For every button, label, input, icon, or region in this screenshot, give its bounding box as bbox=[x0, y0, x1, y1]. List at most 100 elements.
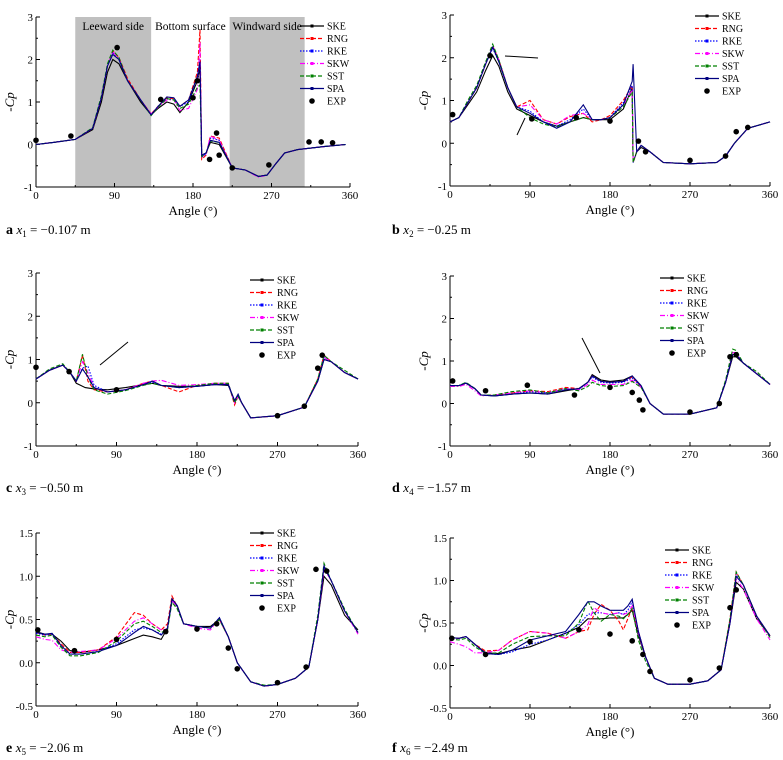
panel-e: 0 90 180 270 360 -0.5 0.0 0.5 1.0 1.5 Angle (°) -Cp… bbox=[2, 528, 367, 757]
exp-point bbox=[194, 77, 201, 84]
x-tick-label: 360 bbox=[342, 190, 359, 202]
y-tick-label: 3 bbox=[442, 10, 448, 22]
y-tick-label: 1.5 bbox=[19, 528, 33, 540]
exp-point bbox=[216, 152, 222, 158]
legend-label: SKE bbox=[327, 22, 346, 33]
exp-point bbox=[313, 566, 319, 573]
inset-arrow bbox=[99, 341, 129, 366]
legend-marker-exp bbox=[674, 622, 680, 628]
exp-point bbox=[33, 137, 39, 144]
legend-label: SST bbox=[687, 324, 704, 335]
series-ske bbox=[35, 358, 359, 419]
caption-var: x bbox=[15, 740, 22, 755]
x-axis-label: Angle (°) bbox=[586, 724, 635, 739]
legend-marker bbox=[675, 611, 679, 614]
legend-label: EXP bbox=[277, 604, 296, 615]
legend-label: RKE bbox=[692, 571, 712, 582]
y-tick-label: 2 bbox=[28, 311, 34, 323]
legend-label: SST bbox=[327, 72, 344, 83]
y-tick-label: 1.5 bbox=[433, 533, 447, 545]
exp-point bbox=[213, 621, 220, 627]
inset-arrow bbox=[581, 337, 601, 374]
legend-marker bbox=[705, 64, 709, 68]
y-tick-label: 2 bbox=[28, 55, 34, 67]
exp-point bbox=[225, 645, 232, 651]
y-tick-label: 0 bbox=[28, 140, 34, 152]
y-tick-label: 1 bbox=[28, 355, 34, 367]
legend-marker bbox=[670, 326, 674, 330]
series-rng bbox=[450, 354, 771, 415]
legend-label: SKE bbox=[277, 529, 296, 540]
x-tick-label: 90 bbox=[525, 711, 537, 723]
caption-var: x bbox=[15, 480, 22, 495]
legend-marker bbox=[260, 581, 264, 585]
caption-value: = −2.49 m bbox=[410, 740, 467, 755]
panel-f: 0 90 180 270 360 -0.5 0.0 0.5 1.0 1.5 Angle (°) -Cp… bbox=[392, 533, 779, 757]
legend-label: EXP bbox=[327, 97, 346, 108]
panel-letter: e bbox=[6, 741, 16, 756]
y-tick-label: 0.0 bbox=[19, 658, 33, 670]
legend-marker bbox=[670, 339, 674, 342]
legend-marker bbox=[675, 598, 679, 602]
legend-marker bbox=[260, 556, 264, 560]
y-tick-label: 2 bbox=[442, 53, 448, 65]
legend-marker bbox=[260, 594, 264, 597]
y-tick-label: 0.5 bbox=[433, 618, 447, 630]
legend-label: SPA bbox=[277, 338, 295, 349]
exp-point bbox=[527, 638, 533, 645]
exp-point bbox=[642, 149, 649, 155]
legend-marker bbox=[675, 561, 679, 564]
y-tick-label: -1 bbox=[438, 181, 447, 193]
x-tick-label: 270 bbox=[269, 449, 286, 461]
legend-marker bbox=[675, 548, 679, 552]
y-tick-label: 3 bbox=[28, 12, 34, 24]
caption-sub: 4 bbox=[409, 487, 414, 497]
x-tick-label: 360 bbox=[762, 189, 779, 201]
x-tick-label: 180 bbox=[189, 709, 206, 721]
exp-point bbox=[274, 412, 281, 419]
series-rke bbox=[449, 572, 771, 685]
exp-point bbox=[68, 133, 74, 139]
exp-point bbox=[716, 665, 723, 671]
panel-caption: e x5 = −2.06 m bbox=[6, 740, 83, 757]
legend-label: RNG bbox=[327, 34, 348, 45]
panel-letter: d bbox=[392, 481, 403, 496]
caption-sub: 5 bbox=[22, 747, 27, 757]
legend-marker bbox=[705, 52, 709, 55]
series-spa bbox=[35, 563, 359, 687]
exp-point bbox=[114, 44, 120, 51]
y-tick-label: 0 bbox=[28, 398, 34, 410]
exp-point bbox=[314, 365, 321, 371]
exp-point bbox=[576, 627, 582, 633]
x-tick-label: 0 bbox=[447, 189, 453, 201]
exp-point bbox=[571, 392, 578, 398]
legend-label: RNG bbox=[722, 24, 743, 35]
exp-point bbox=[303, 664, 309, 670]
legend-label: SST bbox=[277, 326, 294, 337]
exp-point bbox=[318, 139, 325, 145]
exp-point bbox=[733, 587, 740, 593]
legend-label: EXP bbox=[687, 349, 706, 360]
exp-point bbox=[687, 409, 693, 415]
exp-point bbox=[687, 677, 693, 683]
x-tick-label: 180 bbox=[185, 190, 202, 202]
exp-point bbox=[194, 626, 200, 632]
exp-point bbox=[34, 627, 41, 633]
exp-point bbox=[301, 403, 308, 410]
exp-point bbox=[482, 651, 489, 658]
x-tick-label: 270 bbox=[269, 709, 286, 721]
exp-point bbox=[190, 94, 196, 101]
legend-label: SST bbox=[722, 62, 739, 73]
legend-marker bbox=[670, 314, 674, 317]
panel-caption: f x6 = −2.49 m bbox=[392, 740, 468, 757]
exp-point bbox=[162, 628, 169, 635]
series-spa bbox=[35, 358, 359, 419]
series-spa bbox=[450, 354, 771, 415]
x-axis-label: Angle (°) bbox=[169, 203, 218, 218]
exp-point bbox=[629, 389, 636, 396]
y-tick-label: 0 bbox=[442, 399, 448, 411]
exp-point bbox=[323, 568, 330, 574]
exp-point bbox=[213, 130, 220, 136]
